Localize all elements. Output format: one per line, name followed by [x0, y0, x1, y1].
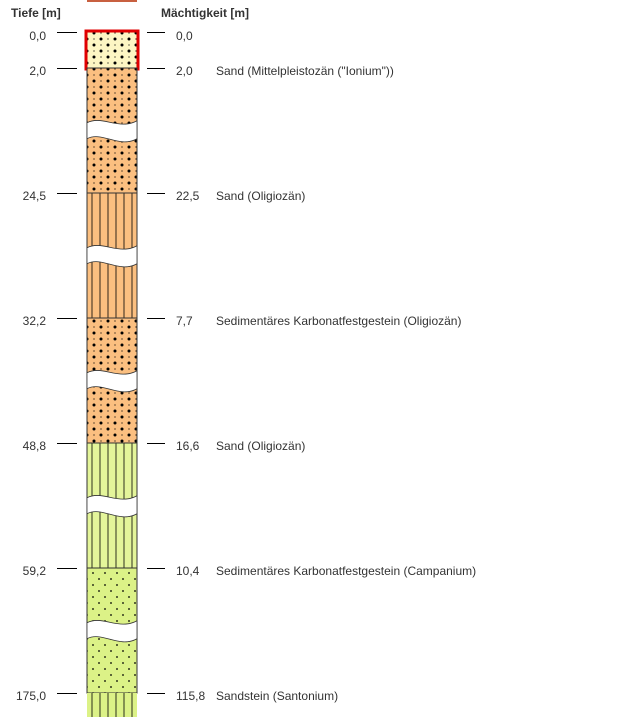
depth-value: 2,0 — [29, 64, 46, 78]
depth-value: 0,0 — [29, 29, 46, 43]
thickness-column-header: Mächtigkeit [m] — [161, 6, 250, 20]
thickness-tick — [147, 32, 165, 33]
layer-continuation-pattern — [87, 693, 137, 717]
scale-break-marker — [86, 620, 138, 643]
layer-description: Sand (Mittelpleistozän ("Ionium")) — [216, 64, 394, 78]
depth-tick — [57, 693, 77, 694]
depth-value: 32,2 — [22, 314, 46, 328]
depth-value: 48,8 — [22, 439, 46, 453]
depth-value: 59,2 — [22, 564, 46, 578]
depth-value: 24,5 — [22, 189, 46, 203]
layer-description: Sand (Oligiozän) — [216, 439, 306, 453]
thickness-value: 16,6 — [176, 439, 200, 453]
scale-break-marker — [86, 370, 138, 393]
clipped-layer-top — [87, 0, 137, 2]
thickness-value: 7,7 — [176, 314, 193, 328]
layer-description: Sedimentäres Karbonatfestgestein (Campan… — [216, 564, 477, 578]
thickness-tick — [147, 318, 165, 319]
thickness-value: 22,5 — [176, 189, 200, 203]
thickness-value: 0,0 — [176, 29, 193, 43]
thickness-value: 2,0 — [176, 64, 193, 78]
thickness-value: 10,4 — [176, 564, 200, 578]
depth-tick — [57, 193, 77, 194]
depth-tick — [57, 32, 77, 33]
layer-description: Sandstein (Santonium) — [216, 689, 339, 703]
depth-column-header: Tiefe [m] — [11, 6, 61, 20]
thickness-tick — [147, 68, 165, 69]
layer-description: Sand (Oligiozän) — [216, 189, 306, 203]
depth-value: 175,0 — [15, 689, 46, 703]
scale-break-marker — [86, 120, 138, 143]
depth-tick — [57, 443, 77, 444]
depth-tick — [57, 68, 77, 69]
thickness-tick — [147, 568, 165, 569]
thickness-tick — [147, 693, 165, 694]
thickness-tick — [147, 193, 165, 194]
depth-tick — [57, 568, 77, 569]
layer-pattern — [87, 32, 137, 68]
depth-tick — [57, 318, 77, 319]
layer-description: Sedimentäres Karbonatfestgestein (Oligio… — [216, 314, 462, 328]
thickness-value: 115,8 — [176, 689, 206, 703]
scale-break-marker — [86, 245, 138, 268]
thickness-tick — [147, 443, 165, 444]
scale-break-marker — [86, 495, 138, 518]
